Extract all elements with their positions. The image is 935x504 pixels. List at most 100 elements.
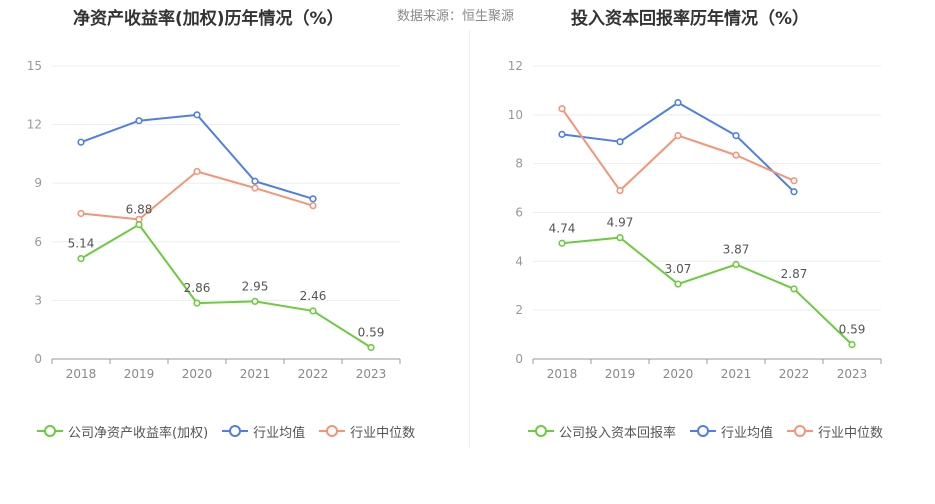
data-point-industry-avg xyxy=(732,131,740,140)
data-label: 2.86 xyxy=(184,281,211,295)
x-tick-label: 2023 xyxy=(837,367,868,381)
legend-label: 行业中位数 xyxy=(350,425,416,441)
y-tick-label: 4 xyxy=(515,254,523,268)
x-tick-label: 2023 xyxy=(356,367,387,381)
legend-item-company-roe[interactable]: 公司净资产收益率(加权) xyxy=(37,422,208,441)
right-chart-title: 投入资本回报率历年情况（%） xyxy=(571,9,810,29)
legend-marker-orange xyxy=(319,424,346,438)
x-tick-label: 2021 xyxy=(721,367,752,381)
x-tick-label: 2022 xyxy=(779,367,810,381)
data-point-company xyxy=(732,260,740,269)
data-point-industry-median xyxy=(251,184,259,192)
data-label: 6.88 xyxy=(126,203,153,217)
legend-marker-green xyxy=(37,424,63,438)
legend-item-industry-avg[interactable]: 行业均值 xyxy=(222,422,305,441)
data-label: 4.97 xyxy=(607,216,634,230)
roe-line-chart: 0 3 6 9 12 15 2018 2019 2020 2021 2022 2023 5.14 6.88… xyxy=(27,59,401,381)
x-tick-label: 2018 xyxy=(547,367,578,381)
series-line-industry-median xyxy=(561,108,795,192)
series-line-industry-avg xyxy=(561,101,795,193)
data-point-industry-median xyxy=(674,131,682,140)
y-tick-label: 12 xyxy=(508,59,523,73)
data-point-company xyxy=(848,340,856,349)
legend-label: 公司投入资本回报率 xyxy=(559,425,677,441)
data-label: 4.74 xyxy=(549,221,576,235)
data-point-industry-median xyxy=(732,151,740,159)
y-tick-label: 15 xyxy=(27,59,42,73)
data-point-industry-median xyxy=(790,177,798,185)
right-legend: 公司投入资本回报率 行业均值 行业中位数 xyxy=(528,422,897,441)
legend-item-company-roic[interactable]: 公司投入资本回报率 xyxy=(528,422,676,441)
data-label: 5.14 xyxy=(68,237,95,251)
data-point-industry-avg xyxy=(77,138,85,146)
data-point-industry-avg xyxy=(251,177,259,185)
series-line-company xyxy=(80,223,372,349)
x-tick-label: 2020 xyxy=(663,367,694,381)
y-tick-label: 12 xyxy=(27,118,42,132)
x-tick-label: 2020 xyxy=(182,367,213,381)
legend-marker-orange xyxy=(787,424,814,438)
y-tick-label: 8 xyxy=(515,157,523,171)
data-point-company xyxy=(135,221,143,229)
data-point-company xyxy=(193,299,201,307)
legend-marker-blue xyxy=(690,424,717,438)
data-point-company xyxy=(309,307,317,315)
legend-label: 公司净资产收益率(加权) xyxy=(68,425,209,441)
x-tick-label: 2021 xyxy=(240,367,271,381)
y-tick-label: 6 xyxy=(34,235,42,249)
y-tick-label: 9 xyxy=(34,176,42,190)
data-point-company xyxy=(367,343,375,352)
x-tick-label: 2019 xyxy=(605,367,636,381)
x-tick-label: 2022 xyxy=(298,367,329,381)
data-point-industry-avg xyxy=(558,130,566,138)
legend-label: 行业均值 xyxy=(253,425,306,441)
data-point-industry-median xyxy=(77,209,85,218)
left-chart-title: 净资产收益率(加权)历年情况（%） xyxy=(73,9,344,29)
data-label: 3.87 xyxy=(723,243,750,257)
data-label: 0.59 xyxy=(839,323,866,337)
data-label: 0.59 xyxy=(358,325,385,339)
legend-item-industry-avg[interactable]: 行业均值 xyxy=(690,422,773,441)
y-tick-label: 6 xyxy=(515,206,523,220)
data-label: 3.07 xyxy=(665,262,692,276)
y-tick-label: 0 xyxy=(515,352,523,366)
left-legend: 公司净资产收益率(加权) 行业均值 行业中位数 xyxy=(37,422,429,441)
roic-line-chart: 0 2 4 6 8 10 12 2018 2019 2020 2021 2022 2023 4.74 4.9… xyxy=(508,59,882,381)
data-label: 2.87 xyxy=(781,267,808,281)
data-point-industry-avg xyxy=(135,117,143,125)
y-tick-label: 10 xyxy=(508,108,523,122)
data-point-company xyxy=(674,280,682,288)
y-tick-label: 0 xyxy=(34,352,42,366)
data-point-company xyxy=(616,234,624,242)
data-point-industry-median xyxy=(558,105,566,113)
data-point-company xyxy=(558,239,566,247)
x-tick-label: 2018 xyxy=(66,367,97,381)
legend-marker-green xyxy=(528,424,554,438)
y-tick-label: 3 xyxy=(34,293,42,307)
data-point-industry-avg xyxy=(309,195,317,203)
legend-label: 行业中位数 xyxy=(818,425,884,441)
series-line-industry-avg xyxy=(80,113,314,200)
data-point-company xyxy=(77,254,85,263)
data-point-industry-avg xyxy=(674,99,682,107)
x-tick-label: 2019 xyxy=(124,367,155,381)
data-point-industry-avg xyxy=(790,188,798,196)
data-point-industry-avg xyxy=(193,111,201,119)
data-point-industry-median xyxy=(309,202,317,210)
data-point-industry-median xyxy=(616,186,624,195)
series-line-company xyxy=(561,236,853,346)
data-point-industry-avg xyxy=(616,138,624,146)
legend-marker-blue xyxy=(222,424,249,438)
data-label: 2.95 xyxy=(242,279,269,293)
data-source-note: 数据来源：恒生聚源 xyxy=(397,9,515,24)
data-label: 2.46 xyxy=(300,289,327,303)
legend-item-industry-median[interactable]: 行业中位数 xyxy=(787,422,883,441)
legend-label: 行业均值 xyxy=(721,425,774,441)
y-tick-label: 2 xyxy=(515,303,523,317)
data-point-company xyxy=(790,285,798,293)
data-point-company xyxy=(251,297,259,305)
series-line-industry-median xyxy=(80,170,314,221)
data-point-industry-median xyxy=(193,167,201,176)
panel-divider xyxy=(469,30,470,448)
legend-item-industry-median[interactable]: 行业中位数 xyxy=(319,422,415,441)
